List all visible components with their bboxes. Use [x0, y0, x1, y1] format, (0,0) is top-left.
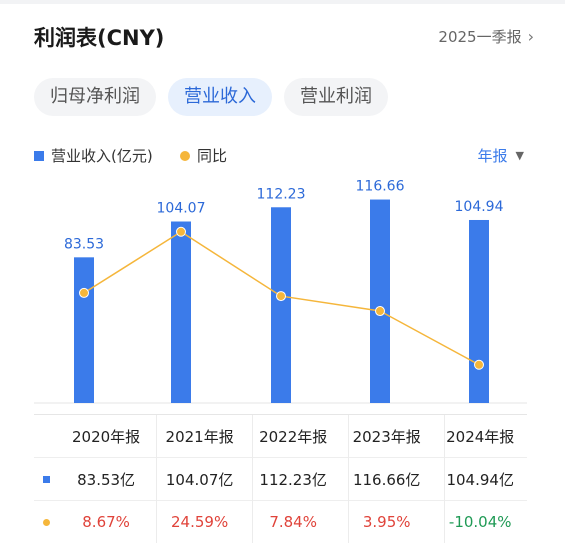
table-cell: 83.53亿: [77, 470, 136, 489]
table-cell: 3.95%: [362, 513, 411, 531]
table-cell: 8.67%: [82, 513, 130, 531]
yoy-point[interactable]: [79, 287, 89, 298]
table-cell: 104.07亿: [165, 470, 234, 489]
table-header-cell: 2020年报: [72, 427, 141, 446]
revenue-bar[interactable]: [74, 257, 94, 403]
table-row-revenue: 83.53亿 104.07亿 112.23亿 116.66亿 104.94亿: [34, 457, 527, 500]
bar-value-label: 112.23: [257, 186, 306, 202]
table-divider: [444, 415, 445, 543]
legend-item-yoy: 同比: [180, 145, 227, 166]
metric-tabs: 归母净利润 营业收入 营业利润: [34, 78, 388, 116]
revenue-bar[interactable]: [271, 207, 291, 403]
bar-swatch-icon: [43, 475, 51, 483]
yoy-point[interactable]: [474, 359, 484, 370]
tab-net-profit[interactable]: 归母净利润: [34, 78, 156, 116]
revenue-bar[interactable]: [469, 219, 489, 403]
yoy-point[interactable]: [276, 291, 286, 302]
legend-item-revenue: 营业收入(亿元): [34, 145, 153, 166]
bars-group: [74, 199, 489, 403]
table-header-cell: 2021年报: [165, 427, 234, 446]
table-divider: [252, 415, 253, 543]
yoy-point[interactable]: [176, 226, 186, 237]
table-cell: 116.66亿: [352, 470, 421, 489]
tab-operating-profit[interactable]: 营业利润: [284, 78, 388, 116]
tab-revenue[interactable]: 营业收入: [168, 78, 272, 116]
revenue-bar[interactable]: [171, 221, 191, 403]
table-cell: 24.59%: [171, 513, 229, 531]
chevron-right-icon: ›: [527, 27, 534, 46]
caret-down-icon: ▼: [515, 149, 524, 162]
table-header-cell: 2022年报: [259, 427, 328, 446]
report-type-dropdown[interactable]: 年报 ▼: [478, 145, 524, 166]
table-header-cell: 2023年报: [352, 427, 421, 446]
top-divider: [0, 0, 565, 4]
revenue-bar[interactable]: [370, 199, 390, 403]
bar-value-label: 83.53: [64, 236, 104, 252]
bar-value-label: 104.07: [157, 201, 206, 217]
page-title: 利润表(CNY): [34, 26, 165, 50]
legend-yoy-label: 同比: [197, 147, 228, 165]
bar-value-label: 104.94: [455, 199, 504, 215]
revenue-chart: 83.53 104.07 112.23 116.66 104.94: [34, 179, 527, 404]
report-type-label: 年报: [477, 147, 508, 165]
header: 利润表(CNY) 2025一季报 ›: [34, 20, 534, 52]
table-cell: 104.94亿: [446, 470, 514, 489]
period-selector[interactable]: 2025一季报 ›: [438, 26, 534, 47]
table-row-yoy: 8.67% 24.59% 7.84% 3.95% -10.04%: [34, 500, 527, 543]
bar-swatch-icon: [34, 150, 44, 161]
table-header-cell: 2024年报: [446, 427, 515, 446]
yoy-row-icon-cell: [34, 518, 59, 526]
table-cell: 112.23亿: [259, 470, 327, 489]
revenue-row-icon-cell: [34, 475, 59, 483]
data-table: 2020年报 2021年报 2022年报 2023年报 2024年报 83.53…: [34, 414, 527, 543]
line-swatch-icon: [43, 518, 51, 526]
bar-value-label: 116.66: [356, 179, 405, 195]
table-divider: [348, 415, 349, 543]
yoy-points-group: [79, 226, 484, 370]
table-cell: -10.04%: [448, 513, 512, 531]
table-divider: [156, 415, 157, 543]
bar-labels-group: 83.53 104.07 112.23 116.66 104.94: [64, 179, 504, 253]
table-header-row: 2020年报 2021年报 2022年报 2023年报 2024年报: [34, 415, 527, 457]
table-cell: 7.84%: [269, 513, 317, 531]
legend-revenue-label: 营业收入(亿元): [51, 147, 153, 165]
line-swatch-icon: [180, 150, 190, 161]
yoy-point[interactable]: [375, 306, 385, 317]
chart-legend: 营业收入(亿元) 同比 年报 ▼: [34, 145, 524, 169]
period-label: 2025一季报: [438, 28, 522, 46]
